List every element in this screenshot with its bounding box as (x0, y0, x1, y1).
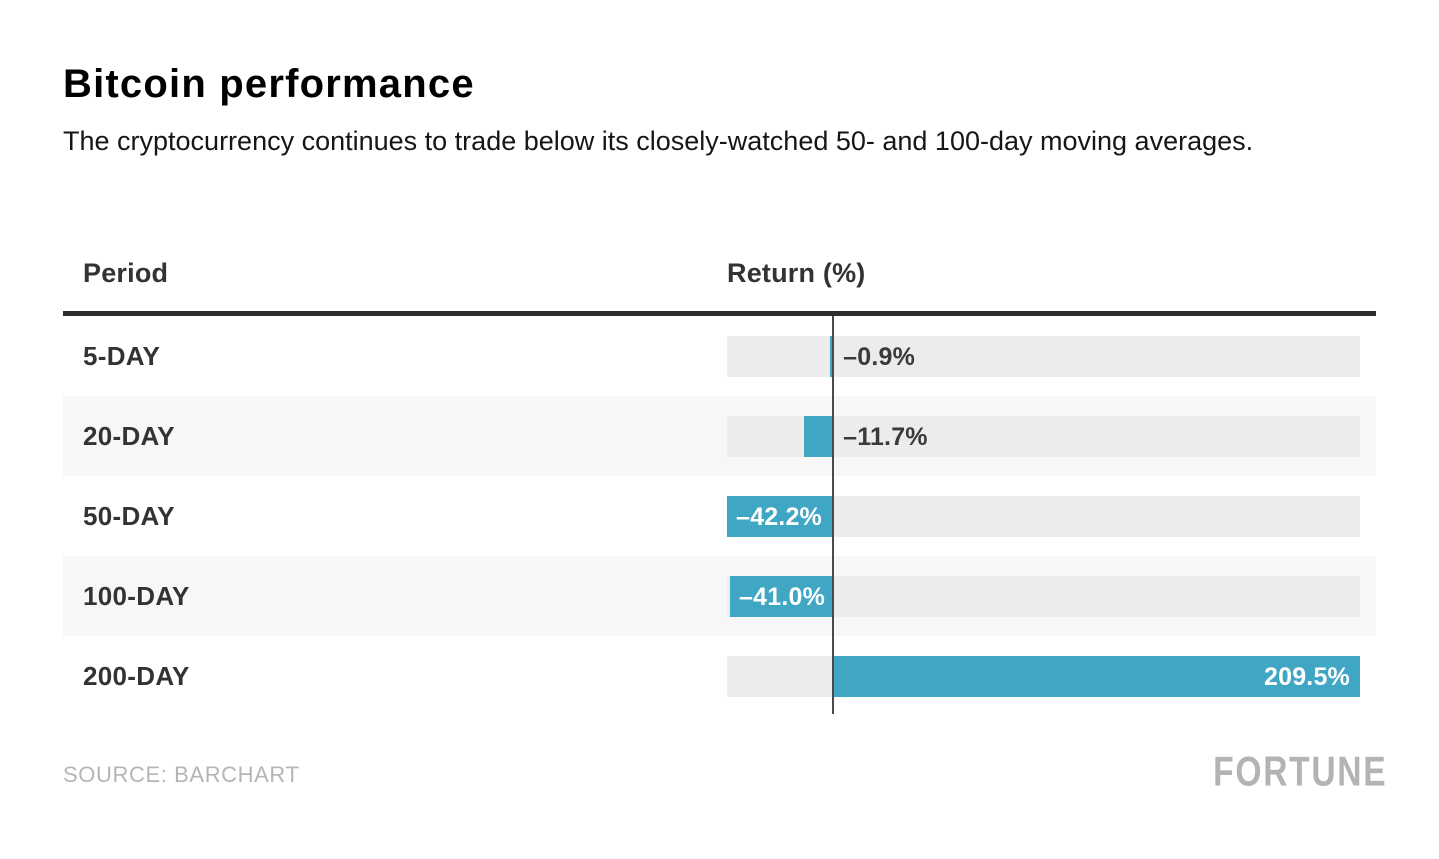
table-row: 50-DAY –42.2% (63, 476, 1376, 556)
fortune-logo: FORTUNE (1212, 748, 1387, 796)
bar-value-label: 209.5% (1264, 662, 1350, 691)
performance-table: Period Return (%) 5-DAY –0.9% 20-DAY –11… (63, 252, 1376, 716)
bar-value-label: –42.2% (736, 502, 822, 531)
table-header-row: Period Return (%) (63, 252, 1376, 311)
bar-value-label: –11.7% (843, 422, 928, 451)
column-header-period: Period (83, 258, 169, 288)
table-row: 200-DAY 209.5% (63, 636, 1376, 716)
period-label: 5-DAY (83, 341, 161, 371)
period-label: 200-DAY (83, 661, 190, 691)
bar (830, 335, 834, 377)
bar-value-label: –0.9% (843, 342, 916, 371)
table-row: 20-DAY –11.7% (63, 396, 1376, 476)
bar-value-label: –41.0% (739, 582, 826, 611)
header-rule (63, 311, 1376, 316)
period-label: 100-DAY (83, 581, 190, 611)
period-label: 50-DAY (83, 501, 175, 531)
table-body: 5-DAY –0.9% 20-DAY –11.7% 50-DAY –42.2% … (63, 316, 1376, 716)
period-label: 20-DAY (83, 421, 175, 451)
chart-title: Bitcoin performance (63, 62, 475, 106)
table-row: 5-DAY –0.9% (63, 316, 1376, 396)
source-credit: SOURCE: BARCHART (63, 762, 300, 787)
bar-track (727, 335, 1360, 377)
chart-subtitle: The cryptocurrency continues to trade be… (63, 126, 1254, 156)
bar (730, 575, 834, 617)
bar (727, 495, 834, 537)
table-row: 100-DAY –41.0% (63, 556, 1376, 636)
zero-axis-line (832, 316, 835, 714)
bar (803, 415, 834, 457)
column-header-return: Return (%) (727, 258, 866, 288)
bar (833, 655, 1360, 697)
